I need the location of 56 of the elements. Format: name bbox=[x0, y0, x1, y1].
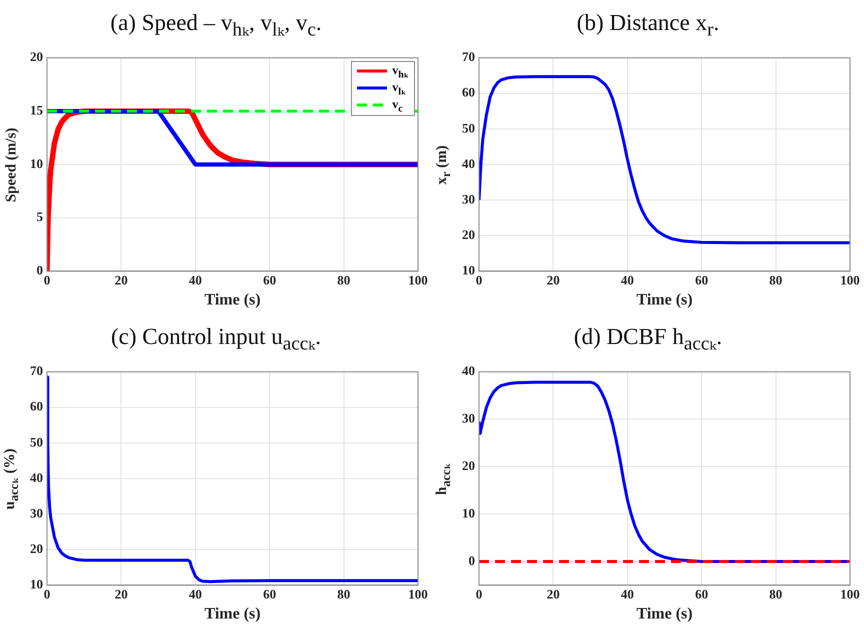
x-axis-title: Time (s) bbox=[204, 292, 261, 309]
y-tick-label: 20 bbox=[462, 458, 475, 474]
x-tick-label: 80 bbox=[769, 586, 782, 602]
y-tick-label: 50 bbox=[30, 434, 43, 450]
x-axis-title: Time (s) bbox=[636, 606, 693, 623]
x-tick-label: 40 bbox=[188, 272, 202, 288]
y-axis-title: Speed (m/s) bbox=[4, 127, 20, 202]
x-tick-label: 60 bbox=[695, 272, 708, 288]
y-tick-label: 10 bbox=[462, 505, 475, 520]
x-tick-label: 40 bbox=[188, 586, 202, 602]
x-tick-label: 40 bbox=[620, 272, 634, 288]
y-tick-label: 40 bbox=[30, 470, 43, 485]
y-tick-label: 30 bbox=[30, 505, 43, 520]
y-tick-label: 20 bbox=[30, 49, 43, 64]
y-tick-label: 0 bbox=[468, 552, 475, 568]
y-tick-label: 70 bbox=[30, 363, 43, 378]
y-tick-label: 10 bbox=[30, 576, 43, 592]
chart-title: (c) Control input u$_{accₖ}$. bbox=[110, 323, 322, 357]
y-tick-label: 70 bbox=[462, 49, 475, 64]
x-axis-title: Time (s) bbox=[204, 606, 261, 623]
y-tick-label: 30 bbox=[462, 191, 475, 206]
chart-title: (d) DCBF h$_{accₖ}$. bbox=[572, 323, 724, 357]
chart-title: (b) Distance x$_{r}$. bbox=[576, 9, 720, 43]
y-tick-label: 40 bbox=[462, 363, 475, 378]
x-tick-label: 20 bbox=[114, 272, 128, 288]
y-tick-label: 60 bbox=[462, 84, 475, 100]
x-tick-label: 40 bbox=[620, 586, 634, 602]
x-tick-label: 100 bbox=[408, 272, 428, 288]
y-tick-label: 0 bbox=[36, 262, 43, 278]
legend-label: v$_{hₖ}$ bbox=[392, 62, 409, 80]
y-tick-label: 5 bbox=[36, 209, 44, 224]
x-tick-label: 80 bbox=[337, 586, 350, 602]
x-tick-label: 100 bbox=[840, 272, 860, 288]
x-axis-title: Time (s) bbox=[636, 292, 693, 309]
legend-label: v$_{lₖ}$ bbox=[392, 80, 406, 97]
x-tick-label: 60 bbox=[263, 586, 276, 602]
y-tick-label: 20 bbox=[462, 226, 475, 242]
y-tick-label: 15 bbox=[30, 102, 44, 118]
legend-label: v$_{c}$ bbox=[392, 96, 403, 114]
y-tick-label: 10 bbox=[462, 262, 475, 278]
y-tick-label: 50 bbox=[462, 120, 475, 136]
y-tick-label: 40 bbox=[462, 156, 475, 171]
x-tick-label: 100 bbox=[408, 586, 428, 602]
y-tick-label: 30 bbox=[462, 410, 475, 426]
x-tick-label: 20 bbox=[546, 272, 560, 288]
y-tick-label: 60 bbox=[30, 398, 43, 414]
x-tick-label: 60 bbox=[695, 586, 708, 602]
x-tick-label: 80 bbox=[337, 272, 350, 288]
x-tick-label: 80 bbox=[769, 272, 782, 288]
x-tick-label: 100 bbox=[840, 586, 860, 602]
x-tick-label: 20 bbox=[546, 586, 560, 602]
y-tick-label: 10 bbox=[30, 156, 43, 171]
y-tick-label: 20 bbox=[30, 540, 43, 556]
chart-title: (a) Speed – v$_{hₖ}$, v$_{lₖ}$, v$_{c}$. bbox=[109, 9, 323, 43]
x-tick-label: 60 bbox=[263, 272, 276, 288]
x-tick-label: 20 bbox=[114, 586, 128, 602]
